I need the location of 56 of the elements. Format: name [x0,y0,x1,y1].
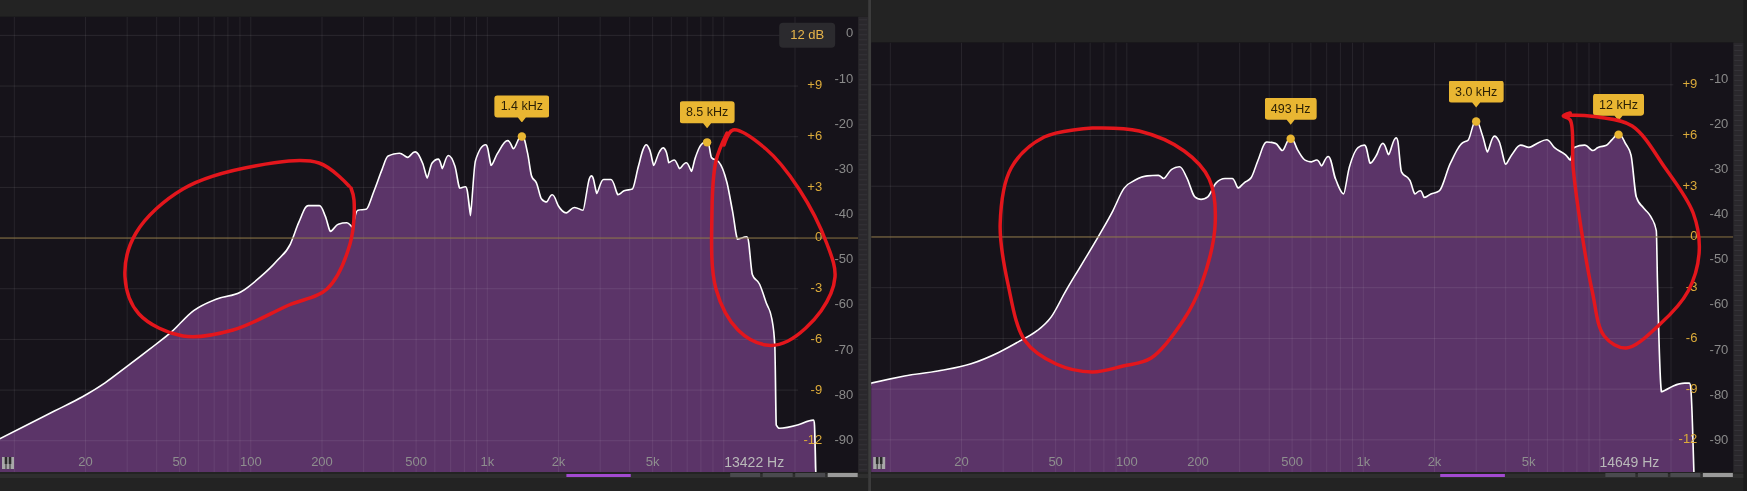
y-tick-label: -10 [834,70,854,86]
x-tick-label: 500 [1281,454,1303,470]
y2-tick-label: +3 [1682,177,1698,193]
y-tick-label: -30 [1709,160,1729,176]
x-tick-label: 200 [311,454,333,470]
y-tick-label: -80 [1709,386,1729,402]
x-tick-label: 50 [172,454,187,470]
x-tick-label: 100 [239,454,262,470]
x-tick-label: 1k [1356,454,1371,470]
y-tick-label: -90 [834,431,854,447]
y2-tick-label: +9 [1682,76,1698,92]
y-tick-label: -60 [1709,296,1729,312]
x-tick-label: 1k [480,454,495,470]
y-tick-label: -10 [1709,70,1729,86]
y2-tick-label: +6 [1682,126,1698,142]
y2-tick-label: -9 [1685,380,1698,396]
annotation: 493 Hz [1264,97,1317,125]
x-tick-label: 2k [551,454,566,470]
y-tick-label: -80 [834,386,854,402]
y2-tick-label: +9 [807,77,823,93]
y2-tick-label: -6 [810,330,823,346]
x-tick-label: 20 [954,454,969,470]
annotation: 8.5 kHz [679,101,735,129]
y2-tick-label: +6 [807,128,823,144]
x-tick-label: 5k [645,454,660,470]
annotation: 13422 Hz [724,453,785,470]
y-tick-label: -30 [834,160,854,176]
y-tick-label: -50 [1709,251,1729,267]
x-tick-label: 100 [1115,454,1138,470]
x-tick-label: 2k [1427,454,1442,470]
annotation: 12 kHz [1593,93,1645,121]
annotation: 12 dB [790,27,825,43]
y2-tick-label: 0 [814,229,823,245]
x-tick-label: 500 [405,454,427,470]
x-tick-label: 20 [78,454,93,470]
y2-tick-label: 0 [1690,228,1698,244]
y-tick-label: -70 [1709,341,1729,357]
y-tick-label: -40 [834,206,854,222]
y2-tick-label: +3 [807,178,823,194]
y-tick-label: -50 [834,251,854,267]
y-tick-label: -70 [834,341,854,357]
y2-tick-label: -9 [810,381,823,397]
x-tick-label: 200 [1187,454,1209,470]
annotation: 1.4 kHz [494,95,550,123]
y2-tick-label: -6 [1685,329,1698,345]
annotation: 3.0 kHz [1448,80,1504,108]
y-tick-label: -90 [1709,431,1729,447]
y-tick-label: -20 [834,115,854,131]
y-tick-label: 0 [845,25,854,41]
x-tick-label: 5k [1521,454,1536,470]
x-tick-label: 50 [1048,454,1063,470]
annotation: 14649 Hz [1599,453,1660,470]
y-tick-label: -40 [1709,206,1729,222]
y-tick-label: -60 [834,296,854,312]
y2-tick-label: -3 [810,280,823,296]
y-tick-label: -20 [1709,115,1729,131]
